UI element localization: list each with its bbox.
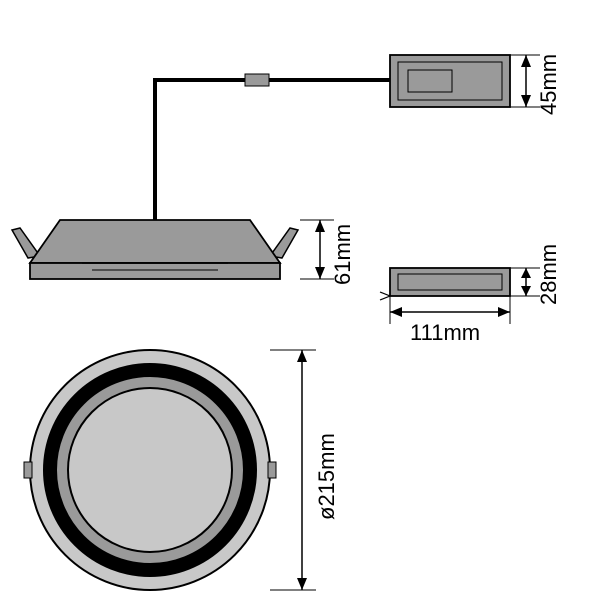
dim-downlight-height: 61mm: [300, 220, 355, 285]
label-driver-depth: 28mm: [536, 244, 561, 305]
dim-driver-height: 45mm: [510, 54, 561, 115]
cable: [155, 80, 390, 220]
driver-top-view: [390, 55, 510, 107]
label-diameter: ø215mm: [314, 433, 339, 520]
label-driver-width: 111mm: [410, 320, 480, 345]
dim-driver-depth: 28mm: [510, 244, 561, 305]
technical-diagram: 45mm 61mm 28mm 111mm ø215mm: [0, 0, 600, 600]
driver-side-view: [380, 268, 510, 300]
downlight-side-view: [12, 220, 298, 279]
dim-diameter: ø215mm: [270, 350, 339, 590]
dim-driver-width: 111mm: [390, 296, 510, 345]
label-driver-height: 45mm: [536, 54, 561, 115]
label-downlight-height: 61mm: [330, 224, 355, 285]
downlight-front-view: [24, 350, 276, 590]
